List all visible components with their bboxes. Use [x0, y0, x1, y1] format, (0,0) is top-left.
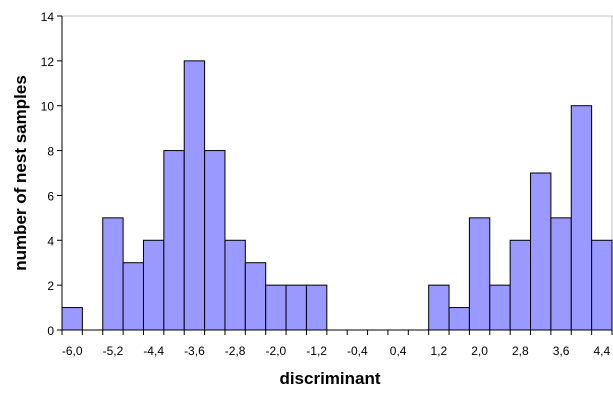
x-tick-label: 2,0 — [471, 344, 488, 358]
y-tick-label: 2 — [47, 279, 54, 293]
histogram-bar — [142, 239, 165, 331]
histogram-bar — [550, 217, 572, 331]
histogram-bar — [265, 284, 287, 331]
x-tick-label: -6,0 — [62, 344, 83, 358]
x-tick-label: -1,2 — [306, 344, 327, 358]
y-tick-label: 6 — [47, 189, 54, 203]
x-tick-label: 4,4 — [593, 344, 610, 358]
histogram-bar — [489, 284, 511, 331]
x-tick-label: -4,4 — [143, 344, 164, 358]
histogram-bar — [163, 150, 185, 331]
x-tick-label: -2,8 — [225, 344, 246, 358]
y-axis: 0 2 4 6 8 10 12 14 — [41, 10, 63, 338]
histogram-bar — [448, 307, 470, 331]
histogram-bar — [224, 239, 246, 331]
x-tick-label: -2,0 — [266, 344, 287, 358]
histogram-bar — [468, 217, 491, 331]
y-tick-label: 12 — [41, 55, 55, 69]
histogram-bar — [244, 262, 267, 331]
histogram-bar — [204, 150, 226, 331]
y-tick-label: 10 — [41, 100, 55, 114]
x-tick-label: -3,6 — [184, 344, 205, 358]
y-tick-label: 0 — [47, 324, 54, 338]
x-axis: -6,0 -5,2 -4,4 -3,6 -2,8 -2,0 -1,2 -0,4 0,4 1,2 2,… — [61, 329, 613, 358]
histogram-bar — [305, 284, 328, 331]
histogram-bar — [285, 284, 307, 331]
histogram-bar — [591, 239, 613, 331]
histogram-bar — [428, 284, 450, 331]
histogram-bar — [530, 172, 552, 331]
y-axis-title: number of nest samples — [11, 75, 30, 271]
histogram-bar — [183, 60, 206, 331]
plot-area — [61, 15, 613, 331]
y-tick-label: 14 — [41, 10, 55, 24]
x-axis-title: discriminant — [279, 369, 380, 388]
x-tick-label: 0,4 — [390, 344, 407, 358]
y-tick-label: 8 — [47, 145, 54, 159]
histogram-bar — [102, 217, 124, 331]
x-tick-label: -0,4 — [347, 344, 368, 358]
histogram-bar — [570, 105, 593, 331]
histogram-bar — [61, 307, 83, 331]
histogram-bar — [509, 239, 532, 331]
y-tick-label: 4 — [47, 234, 54, 248]
x-tick-label: 3,6 — [553, 344, 570, 358]
x-tick-label: 1,2 — [431, 344, 448, 358]
x-tick-label: 2,8 — [512, 344, 529, 358]
x-tick-label: -5,2 — [103, 344, 124, 358]
histogram-bar — [122, 262, 144, 331]
